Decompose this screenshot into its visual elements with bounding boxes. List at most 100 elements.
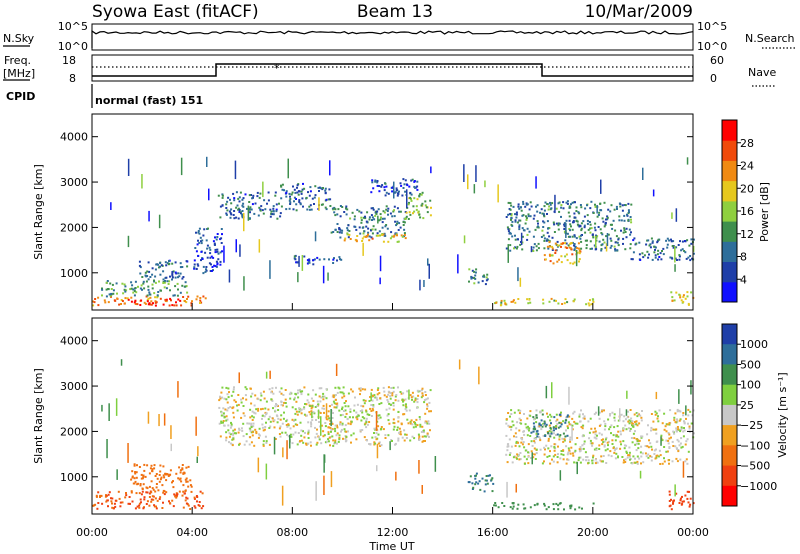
- nave-label: Nave: [748, 66, 776, 79]
- velocity-scatter-region: [530, 413, 569, 438]
- header-left: Syowa East (fitACF): [92, 2, 259, 22]
- power-colorbar-swatch: [722, 140, 737, 161]
- nsky-tick-top: 10^5: [58, 20, 88, 33]
- header-center: Beam 13: [357, 2, 433, 22]
- power-ylabel: Slant Range [km]: [32, 164, 45, 260]
- velocity-colorbar-tick: 100: [740, 379, 761, 392]
- power-scatter-region: [280, 182, 332, 212]
- velocity-colorbar-tick: 1000: [740, 338, 768, 351]
- velocity-colorbar-swatch: [722, 404, 737, 426]
- freq-label-1: Freq.: [4, 54, 31, 67]
- velocity-scatter-region: [92, 490, 205, 510]
- velocity-colorbar-swatch: [722, 485, 737, 507]
- power-scatter-region: [405, 191, 432, 220]
- power-ytick-label: 1000: [60, 267, 88, 280]
- velocity-scatter-region: [130, 463, 193, 493]
- power-scatter-region: [130, 297, 182, 307]
- x-tick-label: 04:00: [176, 526, 208, 539]
- velocity-panel: 1000 2000 3000 4000 Slant Range [km] 1000 50…: [32, 317, 789, 515]
- cpid-value: normal (fast) 151: [95, 94, 203, 107]
- velocity-noise-streaks: [101, 359, 692, 506]
- velocity-colorbar-tick: −500: [740, 460, 770, 473]
- x-tick-label: 08:00: [276, 526, 308, 539]
- power-ytick-label: 4000: [60, 131, 88, 144]
- x-tick-label: 16:00: [477, 526, 509, 539]
- x-tick-label: 00:00: [76, 526, 108, 539]
- power-colorbar-swatch: [722, 221, 737, 242]
- power-scatter-region: [468, 268, 489, 286]
- power-scatter-region: [101, 279, 189, 298]
- power-panel: 1000 2000 3000 4000 Slant Range [km] 4 8 12 16…: [32, 113, 771, 311]
- x-axis-label: Time UT: [368, 540, 414, 553]
- power-ytick-label: 3000: [60, 176, 88, 189]
- velocity-scatter-region: [668, 490, 695, 511]
- power-scatter-region: [293, 254, 343, 266]
- header-right: 10/Mar/2009: [585, 2, 693, 22]
- nsearch-tick-top: 10^5: [697, 20, 727, 33]
- power-scatter-region: [670, 291, 695, 306]
- power-colorbar-swatch: [722, 200, 737, 222]
- power-scatter-region: [494, 297, 595, 307]
- power-scatter-region: [630, 237, 695, 262]
- power-colorbar-tick: 20: [740, 182, 754, 195]
- nsearch-label: N.Search: [745, 32, 795, 45]
- velocity-ytick-label: 1000: [60, 471, 88, 484]
- x-tick-label: 20:00: [577, 526, 609, 539]
- velocity-ytick-label: 3000: [60, 380, 88, 393]
- velocity-colorbar-tick: 25: [740, 399, 754, 412]
- velocity-ytick-label: 4000: [60, 335, 88, 348]
- power-colorbar-swatch: [722, 160, 737, 182]
- svg-text:*: *: [274, 62, 280, 75]
- freq-tick-top: 18: [62, 54, 76, 67]
- nave-tick-top: 60: [710, 54, 724, 67]
- power-colorbar-swatch: [722, 180, 737, 202]
- power-colorbar-swatch: [722, 241, 737, 262]
- nsky-label: N.Sky: [3, 32, 35, 45]
- cpid-label: CPID: [6, 90, 35, 103]
- velocity-colorbar-swatch: [722, 384, 737, 406]
- velocity-colorbar-swatch: [722, 425, 737, 446]
- power-colorbar-tick: 12: [740, 228, 754, 241]
- velocity-colorbar-tick: −100: [740, 439, 770, 452]
- power-colorbar-tick: 4: [740, 273, 747, 286]
- freq-label-2: [MHz]: [3, 67, 35, 80]
- power-scatter-region: [505, 200, 633, 252]
- nsky-strip: N.Sky 10^5 10^0 10^5 10^0 N.Search: [3, 20, 795, 53]
- power-colorbar-swatch: [722, 261, 737, 283]
- velocity-colorbar-swatch: [722, 445, 737, 466]
- velocity-colorbar-swatch: [722, 324, 737, 345]
- velocity-colorbar-swatch: [722, 465, 737, 487]
- power-colorbar-tick: 24: [740, 160, 754, 173]
- power-colorbar-tick: 28: [740, 137, 754, 150]
- power-colorbar-tick: 8: [740, 251, 747, 264]
- power-colorbar-swatch: [722, 281, 737, 303]
- velocity-scatter-region: [493, 502, 595, 511]
- velocity-colorbar-swatch: [722, 344, 737, 365]
- x-axis: 00:00 04:00 08:00 12:00 16:00 20:00 00:00: [76, 303, 709, 539]
- nsky-tick-bottom: 10^0: [58, 40, 88, 53]
- velocity-scatter-region: [218, 386, 432, 447]
- power-colorbar-label: Power [dB]: [758, 182, 771, 242]
- velocity-scatter-region: [467, 472, 495, 493]
- power-scatter-region: [343, 232, 407, 243]
- velocity-colorbar-label: Velocity [m s⁻¹]: [776, 372, 789, 457]
- power-ytick-label: 2000: [60, 221, 88, 234]
- velocity-colorbar-tick: −25: [740, 419, 763, 432]
- nave-tick-bottom: 0: [710, 72, 717, 85]
- x-tick-label: 12:00: [377, 526, 409, 539]
- power-scatter-region: [193, 227, 223, 275]
- power-noise-streaks: [110, 156, 695, 291]
- power-colorbar-tick: 16: [740, 205, 754, 218]
- power-scatter-region: [138, 259, 189, 282]
- freq-strip: * Freq. [MHz] 18 8 60 0 Nave: [3, 54, 776, 87]
- power-scatter-region: [330, 205, 407, 239]
- nsearch-tick-bottom: 10^0: [697, 40, 727, 53]
- velocity-ylabel: Slant Range [km]: [32, 368, 45, 464]
- velocity-colorbar-swatch: [722, 364, 737, 386]
- freq-tick-bottom: 8: [69, 72, 76, 85]
- power-scatter-region: [543, 241, 582, 265]
- x-tick-label: 00:00: [677, 526, 709, 539]
- velocity-colorbar-tick: −1000: [740, 480, 777, 493]
- power-colorbar-swatch: [722, 120, 737, 141]
- velocity-ytick-label: 2000: [60, 425, 88, 438]
